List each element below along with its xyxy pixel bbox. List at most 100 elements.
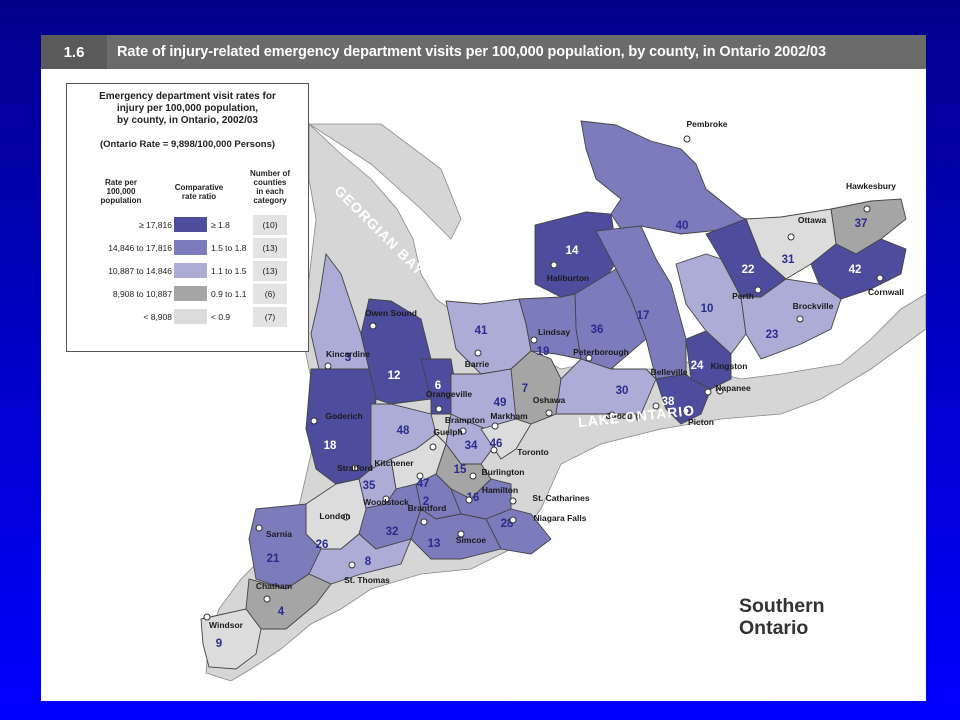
city-marker <box>682 407 690 415</box>
city-label: Hamilton <box>482 485 518 495</box>
city-marker <box>469 472 477 480</box>
city-label: Peterborough <box>573 347 629 357</box>
city-marker <box>545 409 553 417</box>
county-number-label: 19 <box>537 346 550 358</box>
county-number-label: 2 <box>423 496 429 508</box>
city-label: Haliburton <box>547 273 590 283</box>
city-marker <box>530 336 538 344</box>
rate-header: Rate per 100,000 population <box>100 178 142 205</box>
county-number-label: 13 <box>428 538 441 550</box>
cities-layer: Pembroke Ottawa Hawkesbury Haliburton Perth C… <box>203 119 904 630</box>
county-number-label: 40 <box>676 220 689 232</box>
legend: Emergency department visit rates for inj… <box>66 83 309 352</box>
city-marker <box>310 417 318 425</box>
county-number-label: 32 <box>386 526 399 538</box>
city-label: Chatham <box>256 581 293 591</box>
city-label: Stratford <box>337 463 373 473</box>
city-label: Brantford <box>408 503 447 513</box>
city-marker <box>416 472 424 480</box>
county-number-label: 30 <box>616 385 629 397</box>
county-number-label: 37 <box>855 218 868 230</box>
city-marker <box>754 286 762 294</box>
city-label: Woodstock <box>363 497 409 507</box>
county-number-label: 18 <box>324 440 337 452</box>
county-number-label: 42 <box>849 264 862 276</box>
city-marker <box>351 464 359 472</box>
county-region <box>360 298 432 405</box>
county-number-label: 24 <box>691 360 704 372</box>
title-bar: 1.6 Rate of injury-related emergency dep… <box>41 35 926 69</box>
legend-title-line-2: injury per 100,000 population, <box>116 103 259 114</box>
city-marker <box>457 530 465 538</box>
legend-title-line-3: by county, in Ontario, 2002/03 <box>117 115 258 126</box>
county-region <box>740 278 842 360</box>
city-marker <box>255 524 263 532</box>
city-marker <box>683 135 691 143</box>
city-marker <box>796 315 804 323</box>
county-number-label: 9 <box>216 638 222 650</box>
city-marker <box>608 411 616 419</box>
legend-swatch <box>174 309 207 324</box>
county-number-label: 41 <box>475 325 488 337</box>
city-marker <box>876 274 884 282</box>
city-marker <box>652 402 660 410</box>
county-number-label: 14 <box>566 245 579 257</box>
county-number-label: 34 <box>465 440 478 452</box>
county-number-label: 36 <box>591 324 604 336</box>
county-region <box>410 508 502 560</box>
county-number-label: 10 <box>701 303 714 315</box>
city-label: Sarnia <box>266 529 292 539</box>
county-number-label: 26 <box>316 539 329 551</box>
city-label: St. Thomas <box>344 575 390 585</box>
city-label: Niagara Falls <box>534 513 587 523</box>
city-label: Pembroke <box>686 119 727 129</box>
city-label: Hawkesbury <box>846 181 896 191</box>
county-number-label: 6 <box>435 380 441 392</box>
city-marker <box>348 561 356 569</box>
city-marker <box>382 495 390 503</box>
legend-row: 10,887 to 14,846 1.1 to 1.5 (13) <box>67 261 308 281</box>
ontario-rate: (Ontario Rate = 9,898/100,000 Persons) <box>99 139 276 150</box>
county-number-label: 12 <box>388 370 401 382</box>
county-number-label: 22 <box>742 264 755 276</box>
city-label: Perth <box>732 291 754 301</box>
city-label: Belleville <box>651 367 688 377</box>
city-label: Toronto <box>517 447 548 457</box>
city-marker <box>435 405 443 413</box>
county-number-label: 15 <box>454 464 467 476</box>
city-marker <box>263 595 271 603</box>
county-number-label: 38 <box>662 396 675 408</box>
slide: 1.6 Rate of injury-related emergency dep… <box>41 35 926 701</box>
city-label: Kingston <box>711 361 748 371</box>
water-label-lake-huron: LAKE HURON <box>260 377 276 480</box>
county-number-label: 8 <box>365 556 372 568</box>
legend-swatch <box>174 240 207 255</box>
city-marker <box>459 427 467 435</box>
city-label: Picton <box>688 417 714 427</box>
county-number-label: 23 <box>766 329 779 341</box>
city-label: Kincardine <box>326 349 370 359</box>
city-label: Orangeville <box>426 389 473 399</box>
county-number-label: 35 <box>363 480 376 492</box>
city-marker <box>585 354 593 362</box>
ratio-header: Comparative rate ratio <box>174 183 224 201</box>
legend-title-line-1: Emergency department visit rates for <box>99 91 276 102</box>
city-label: Cornwall <box>868 287 904 297</box>
county-number-label: 31 <box>782 254 795 266</box>
city-marker <box>863 205 871 213</box>
legend-swatch <box>174 263 207 278</box>
city-label: Burlington <box>482 467 525 477</box>
county-number-label: 21 <box>267 553 280 565</box>
county-number-label: 7 <box>522 383 528 395</box>
city-label: Markham <box>490 411 528 421</box>
city-label: Goderich <box>325 411 362 421</box>
figure-number: 1.6 <box>41 35 107 69</box>
city-marker <box>369 322 377 330</box>
county-number-label: 47 <box>417 478 430 490</box>
legend-row: ≥ 17,816 ≥ 1.8 (10) <box>67 215 308 235</box>
region-title: Southern Ontario <box>739 595 825 639</box>
county-number-label: 49 <box>494 397 507 409</box>
city-label: Kitchener <box>374 458 414 468</box>
